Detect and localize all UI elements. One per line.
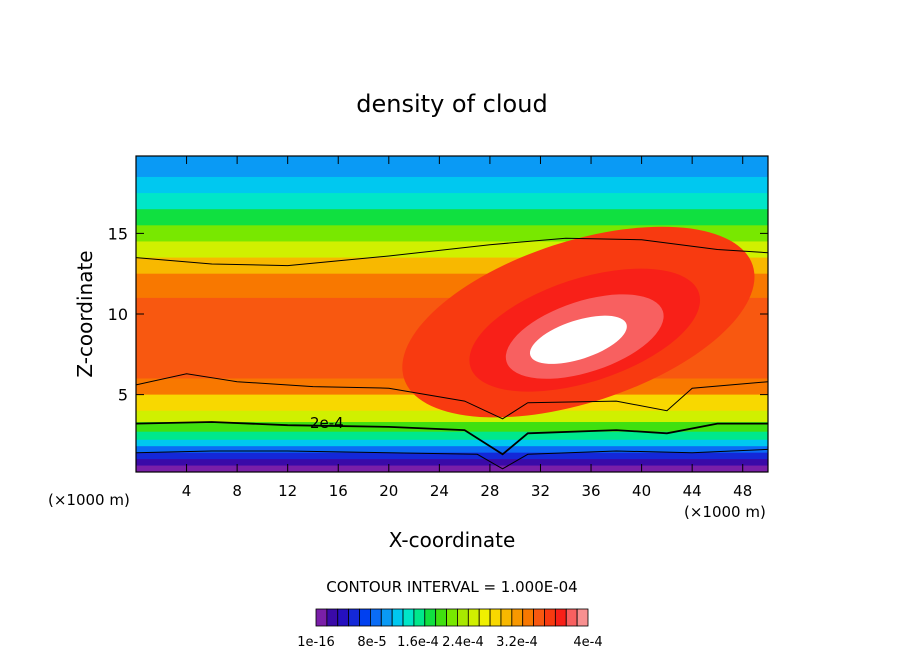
x-unit-label-left: (×1000 m) bbox=[48, 491, 130, 509]
colorbar-swatch bbox=[467, 608, 480, 627]
x-tick-label: 48 bbox=[733, 482, 752, 500]
field-band bbox=[136, 465, 768, 472]
x-axis-ticks: 4 8 12 16 20 24 28 32 36 40 44 48 bbox=[182, 156, 752, 500]
x-tick-label: 12 bbox=[278, 482, 297, 500]
y-tick-label: 15 bbox=[108, 224, 128, 243]
contour-line bbox=[136, 421, 768, 456]
colorbar bbox=[315, 608, 589, 627]
colorbar-swatch bbox=[533, 608, 545, 627]
x-tick-label: 28 bbox=[480, 482, 499, 500]
colorbar-swatch bbox=[576, 608, 589, 627]
colorbar-swatch bbox=[565, 608, 578, 627]
colorbar-label: 8e-5 bbox=[357, 635, 386, 650]
y-tick-label: 10 bbox=[108, 305, 128, 324]
colorbar-swatch bbox=[326, 608, 339, 627]
colorbar-swatch bbox=[380, 608, 393, 627]
x-tick-label: 24 bbox=[430, 482, 449, 500]
field-core-region bbox=[529, 315, 627, 364]
chart-title: density of cloud bbox=[356, 90, 547, 118]
colorbar-label: 4e-4 bbox=[573, 635, 602, 650]
colorbar-swatch bbox=[337, 608, 350, 627]
x-tick-label: 36 bbox=[581, 482, 600, 500]
colorbar-swatch bbox=[478, 608, 491, 627]
colorbar-label: 3.2e-4 bbox=[496, 635, 538, 650]
colorbar-swatch bbox=[413, 608, 426, 627]
contour-line bbox=[136, 237, 768, 267]
colorbar-swatch bbox=[348, 608, 360, 627]
colorbar-swatch bbox=[544, 608, 556, 627]
colorbar-swatch bbox=[402, 608, 415, 627]
y-axis-ticks: 5 10 15 bbox=[108, 224, 768, 405]
x-unit-label-right: (×1000 m) bbox=[684, 503, 766, 521]
x-axis-label: X-coordinate bbox=[389, 528, 516, 552]
y-tick-label: 5 bbox=[118, 386, 128, 405]
colorbar-swatch bbox=[457, 608, 469, 627]
contour-line bbox=[136, 448, 768, 470]
x-tick-label: 16 bbox=[329, 482, 348, 500]
x-tick-label: 32 bbox=[531, 482, 550, 500]
colorbar-label: 2.4e-4 bbox=[442, 635, 484, 650]
colorbar-swatch bbox=[315, 608, 328, 627]
x-tick-label: 20 bbox=[379, 482, 398, 500]
contour-line bbox=[136, 373, 768, 420]
colorbar-swatch bbox=[489, 608, 502, 627]
colorbar-swatch bbox=[511, 608, 524, 627]
colorbar-swatch bbox=[500, 608, 513, 627]
colorbar-swatch bbox=[554, 608, 567, 627]
colorbar-labels: 1e-16 8e-5 1.6e-4 2.4e-4 3.2e-4 4e-4 bbox=[297, 635, 602, 650]
colorbar-swatch bbox=[446, 608, 458, 627]
colorbar-swatch bbox=[435, 608, 447, 627]
density-field bbox=[136, 156, 768, 472]
colorbar-swatch bbox=[369, 608, 382, 627]
x-tick-label: 44 bbox=[683, 482, 702, 500]
colorbar-swatch bbox=[424, 608, 437, 627]
colorbar-swatch bbox=[391, 608, 404, 627]
colorbar-swatch bbox=[522, 608, 534, 627]
y-axis-label: Z-coordinate bbox=[73, 250, 97, 377]
colorbar-swatch bbox=[359, 608, 371, 627]
colorbar-label: 1e-16 bbox=[297, 635, 335, 650]
colorbar-label: 1.6e-4 bbox=[397, 635, 439, 650]
x-tick-label: 8 bbox=[232, 482, 242, 500]
contour-line-label: 2e-4 bbox=[310, 414, 344, 432]
contour-interval-label: CONTOUR INTERVAL = 1.000E-04 bbox=[326, 578, 577, 596]
x-tick-label: 4 bbox=[182, 482, 192, 500]
contour-lines bbox=[136, 237, 768, 470]
x-tick-label: 40 bbox=[632, 482, 651, 500]
